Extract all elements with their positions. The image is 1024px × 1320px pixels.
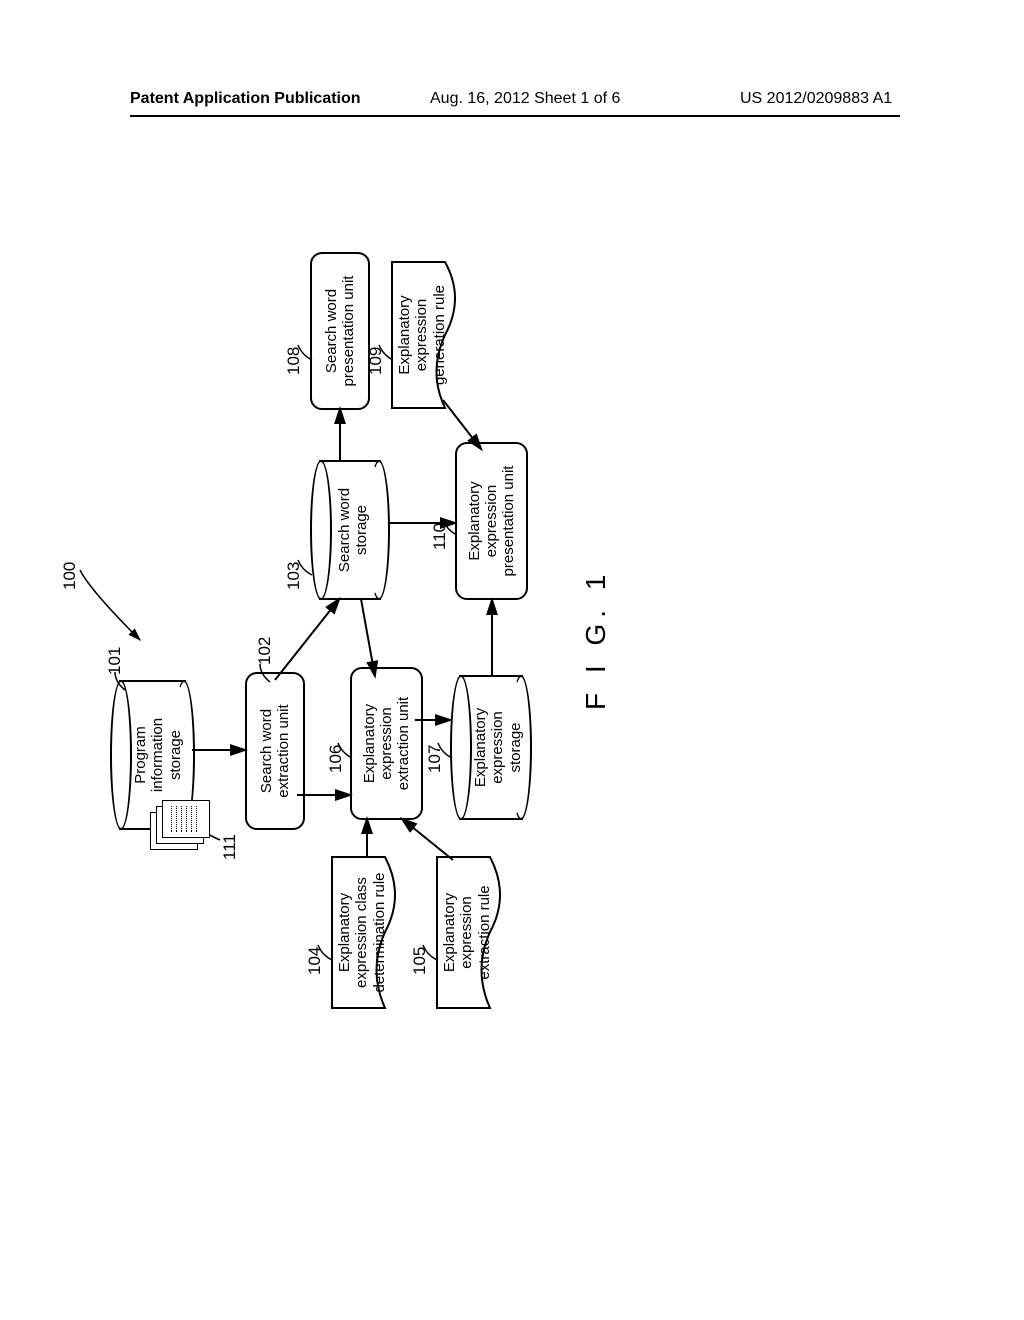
cyl-107: Explanatory expression storage (450, 675, 532, 820)
tick-108 (298, 335, 318, 360)
arrow-103-110 (388, 513, 463, 533)
figure-label: F I G. 1 (580, 569, 612, 710)
cyl-103: Search word storage (310, 460, 390, 600)
arrow-104-106 (357, 808, 377, 858)
arrow-102-106 (297, 785, 357, 805)
header-right: US 2012/0209883 A1 (740, 90, 892, 108)
doc-104: Explanatory expression class determinati… (330, 855, 400, 1010)
tick-103 (298, 550, 318, 575)
arrow-103-106 (356, 587, 386, 677)
box-106: Explanatory expression extraction unit (350, 667, 423, 820)
arrow-103-108 (330, 402, 350, 462)
tick-109 (379, 335, 399, 360)
arrow-102-103 (270, 585, 360, 695)
arrow-106-107 (415, 710, 460, 730)
figure-1: 100 Program information storage 101 111 … (30, 270, 930, 1030)
box-102: Search word extraction unit (245, 672, 305, 830)
label-103: Search word storage (336, 460, 371, 600)
header-rule (130, 115, 900, 117)
label-105: Explanatory expression extraction rule (441, 855, 493, 1010)
tick-106 (338, 733, 358, 758)
arrow-109-110 (438, 385, 508, 455)
arrow-101-102 (192, 740, 252, 760)
arrow-107-110 (482, 587, 502, 677)
label-107: Explanatory expression storage (472, 675, 524, 820)
ref-100-arrow (70, 540, 130, 600)
box-110: Explanatory expression presentation unit (455, 442, 528, 600)
doc-105: Explanatory expression extraction rule (435, 855, 505, 1010)
tick-105 (423, 935, 443, 960)
header-left: Patent Application Publication (130, 90, 361, 108)
header-mid: Aug. 16, 2012 Sheet 1 of 6 (430, 90, 620, 108)
box-108: Search word presentation unit (310, 252, 370, 410)
tick-107 (438, 733, 458, 758)
label-104: Explanatory expression class determinati… (336, 855, 388, 1010)
tick-104 (318, 935, 338, 960)
